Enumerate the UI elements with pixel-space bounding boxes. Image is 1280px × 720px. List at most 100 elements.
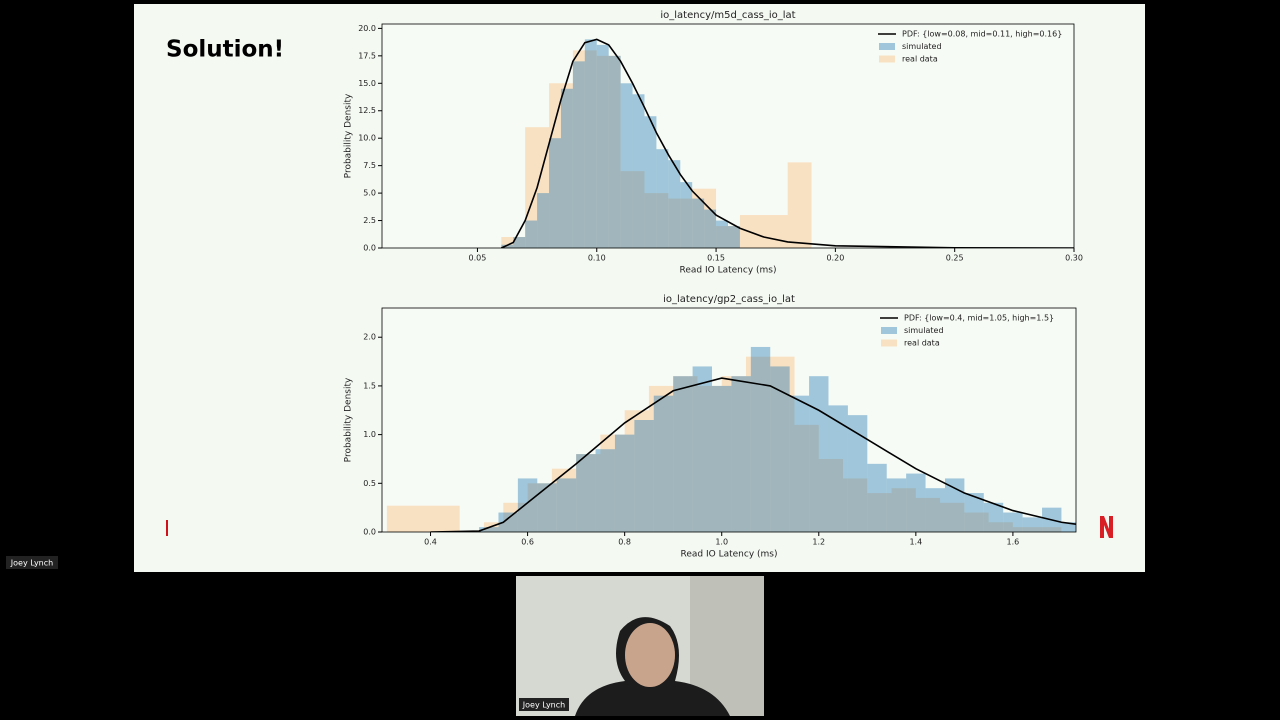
histogram-bar [847, 415, 868, 532]
histogram-bar [1012, 527, 1038, 532]
legend-patch [881, 339, 897, 347]
histogram-bar [596, 44, 609, 248]
histogram-bar [576, 454, 601, 532]
legend-label: simulated [902, 42, 942, 51]
y-tick-label: 10.0 [358, 134, 376, 143]
x-tick-label: 0.20 [826, 254, 844, 263]
histogram-bar [716, 226, 740, 248]
histogram-bar [673, 376, 698, 532]
histogram-bar [867, 493, 892, 532]
x-tick-label: 1.6 [1007, 538, 1020, 547]
histogram-bar [634, 420, 654, 532]
histogram-bar [763, 215, 788, 248]
legend-label: PDF: {low=0.4, mid=1.05, high=1.5} [904, 314, 1054, 323]
histogram-bar [1003, 512, 1023, 532]
webcam: Joey Lynch [516, 576, 764, 716]
histogram-bar [770, 356, 795, 532]
histogram-bar [692, 198, 705, 248]
name-tag [519, 698, 569, 711]
plot-area [382, 308, 1076, 532]
histogram-bar [620, 83, 633, 248]
y-tick-label: 2.5 [363, 216, 376, 225]
histogram-bar [1061, 522, 1076, 532]
histogram-bar [983, 502, 1004, 532]
histogram-bar [1022, 517, 1043, 532]
x-tick-label: 0.15 [707, 254, 725, 263]
histogram-bar [940, 502, 965, 532]
histogram-bar [596, 55, 621, 248]
x-tick-label: 0.25 [946, 254, 964, 263]
pdf-line [500, 38, 1074, 248]
histogram-bar [925, 488, 945, 532]
participant-name: Joey Lynch [522, 701, 565, 710]
plot [500, 38, 1074, 248]
y-tick-label: 1.5 [363, 381, 376, 390]
netflix-logo [1100, 516, 1113, 538]
histogram-bar [692, 366, 713, 532]
histogram-bar [964, 493, 984, 532]
slide-title: Solution! [166, 37, 284, 63]
x-tick-label: 1.4 [909, 538, 922, 547]
x-axis-label: Read IO Latency (ms) [681, 550, 778, 560]
histogram-bar [549, 138, 561, 248]
histogram-bar [648, 385, 674, 532]
histogram-bar [560, 88, 573, 248]
histogram-bar [739, 215, 764, 248]
histogram-bar [513, 237, 526, 248]
histogram-bar [556, 478, 577, 532]
histogram-bar [644, 193, 669, 248]
histogram-bar [537, 193, 550, 248]
x-tick-label: 0.05 [469, 254, 487, 263]
histogram-bar [600, 434, 625, 532]
pdf-line [430, 377, 1076, 532]
histogram-bar [644, 116, 657, 248]
histogram-bar [572, 61, 585, 248]
x-axis-label: Read IO Latency (ms) [680, 266, 777, 276]
histogram-bar [721, 376, 746, 532]
histogram-bar [501, 244, 514, 248]
histogram-bar [750, 346, 771, 532]
y-tick-label: 5.0 [363, 189, 376, 198]
histogram-bar [620, 171, 645, 248]
histogram-bar [479, 527, 499, 532]
chart: io_latency/m5d_cass_io_lat Read IO Latenc… [344, 10, 1083, 276]
histogram-bar [483, 522, 504, 532]
histogram-bar [794, 424, 819, 532]
x-tick-label: 0.30 [1065, 254, 1083, 263]
chart-title: io_latency/gp2_cass_io_lat [663, 294, 795, 305]
participant-name: Joey Lynch [10, 559, 53, 568]
histogram-bar [527, 483, 552, 532]
x-tick-label: 0.4 [424, 538, 437, 547]
histogram-bar [828, 405, 848, 532]
histogram-bar [867, 463, 887, 532]
legend-label: real data [904, 339, 940, 348]
y-axis-label: Probability Density [344, 93, 354, 178]
histogram-bar [728, 226, 740, 248]
y-tick-label: 15.0 [358, 79, 376, 88]
y-axis-label: Probability Density [344, 377, 354, 462]
y-tick-label: 1.0 [363, 430, 376, 439]
histogram-bar [503, 502, 528, 532]
axes-frame [381, 307, 1077, 533]
legend-patch [879, 55, 895, 63]
histogram-bar [584, 39, 597, 248]
histogram-bar [787, 162, 812, 248]
y-tick-label: 17.5 [358, 51, 376, 60]
x-tick-label: 0.6 [521, 538, 534, 547]
y-tick-label: 7.5 [363, 161, 376, 170]
x-tick-label: 1.0 [715, 538, 728, 547]
histogram-bar [789, 395, 810, 532]
histogram-bar [656, 149, 669, 248]
histogram-bar [692, 188, 717, 248]
histogram-bar [668, 198, 693, 248]
legend-patch [881, 327, 897, 334]
x-tick-label: 1.2 [812, 538, 825, 547]
axes-frame [381, 23, 1075, 249]
histogram-bar [614, 434, 635, 532]
chart-title: io_latency/m5d_cass_io_lat [660, 10, 795, 21]
x-tick-label: 0.8 [618, 538, 631, 547]
histogram-bar [712, 385, 732, 532]
histogram-bar [624, 410, 649, 532]
histogram-bar [704, 209, 717, 248]
histogram-bar [964, 512, 989, 532]
